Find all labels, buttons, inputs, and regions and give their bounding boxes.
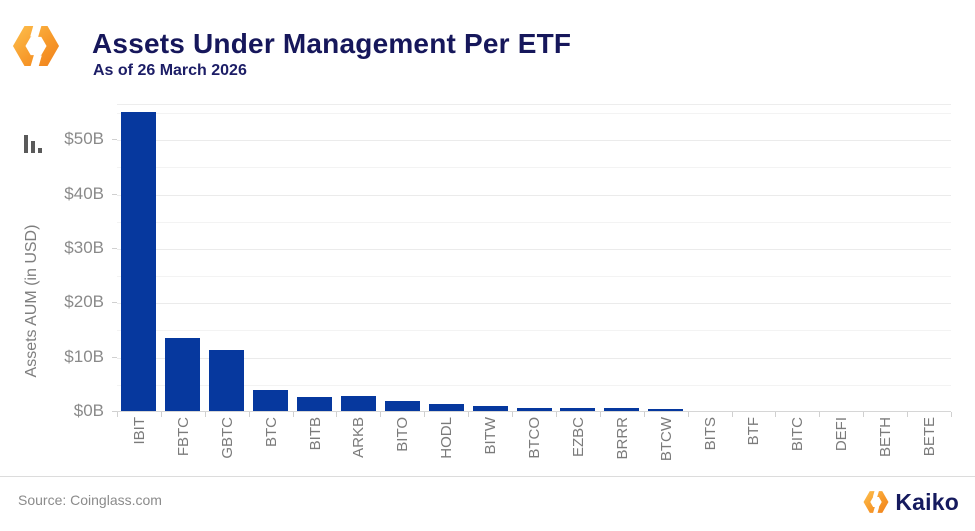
x-tick-label-fbtc: FBTC: [174, 417, 192, 457]
x-tick-label-btc: BTC: [262, 417, 280, 447]
x-tick-mark: [643, 412, 645, 417]
y-tick-label: $10B: [64, 346, 104, 366]
bar-arkb[interactable]: [340, 396, 376, 411]
bar-btcw[interactable]: [648, 409, 684, 411]
x-tick-label-bitb: BITB: [306, 417, 324, 451]
x-tick-label-bits: BITS: [701, 417, 719, 451]
minor-gridline: [117, 330, 951, 332]
x-axis-line: [117, 411, 951, 412]
x-tick-label-ezbc: EZBC: [569, 417, 587, 458]
kaiko-wordmark: Kaiko: [863, 487, 959, 517]
x-tick-label-gbtc: GBTC: [218, 417, 236, 459]
chart-title: Assets Under Management Per ETF: [92, 28, 572, 59]
x-tick-mark: [248, 412, 250, 417]
x-tick-label-defi: DEFI: [833, 417, 851, 452]
bar-bito[interactable]: [384, 401, 420, 411]
kaiko-logo-icon: [12, 22, 60, 70]
y-tick-mark: [112, 193, 117, 195]
x-tick-mark: [819, 412, 821, 417]
x-tick-mark: [863, 412, 865, 417]
y-axis-title: Assets AUM (in USD): [23, 224, 40, 378]
x-tick-mark: [292, 412, 294, 417]
y-tick-label: $40B: [64, 183, 104, 203]
chart-subtitle: As of 26 March 2026: [93, 62, 247, 79]
bar-gbtc[interactable]: [209, 350, 245, 411]
kaiko-logo-icon: [863, 489, 889, 515]
x-tick-mark: [731, 412, 733, 417]
x-tick-mark: [512, 412, 514, 417]
plot-area: [117, 104, 951, 411]
footer-divider: [0, 476, 975, 477]
bar-bitw[interactable]: [472, 406, 508, 411]
bar-btc[interactable]: [253, 390, 289, 411]
x-tick-label-btf: BTF: [745, 417, 763, 446]
y-tick-label: $30B: [64, 237, 104, 257]
x-tick-label-bitw: BITW: [482, 417, 500, 455]
x-tick-mark: [555, 412, 557, 417]
major-gridline: [117, 303, 951, 305]
y-tick-mark: [112, 411, 117, 412]
x-tick-mark: [951, 412, 952, 417]
major-gridline: [117, 248, 951, 250]
x-tick-label-btco: BTCO: [526, 417, 543, 459]
x-tick-mark: [599, 412, 601, 417]
minor-gridline: [117, 276, 951, 278]
y-tick-label: $20B: [64, 292, 104, 312]
x-tick-label-bitc: BITC: [789, 417, 807, 452]
x-tick-label-arkb: ARKB: [350, 417, 368, 458]
descending-bars-icon: [24, 135, 46, 153]
major-gridline: [117, 357, 951, 359]
major-gridline: [117, 140, 951, 142]
x-tick-label-btcw: BTCW: [657, 417, 675, 462]
minor-gridline: [117, 113, 951, 115]
x-tick-mark: [117, 412, 118, 417]
x-tick-mark: [160, 412, 162, 417]
bar-btco[interactable]: [516, 408, 552, 411]
kaiko-brand-text: Kaiko: [895, 488, 959, 515]
bar-ezbc[interactable]: [560, 408, 596, 411]
y-tick-mark: [112, 302, 117, 304]
x-tick-label-brrr: BRRR: [613, 417, 631, 460]
x-tick-mark: [204, 412, 206, 417]
minor-gridline: [117, 221, 951, 223]
y-tick-mark: [112, 247, 117, 249]
header: Assets Under Management Per ETF As of 26…: [0, 0, 975, 100]
x-tick-mark: [468, 412, 470, 417]
x-tick-mark: [775, 412, 777, 417]
minor-gridline: [117, 384, 951, 386]
y-tick-mark: [112, 356, 117, 358]
x-tick-mark: [380, 412, 382, 417]
aum-bar-chart: Assets AUM (in USD) $0B $10B $20B $30B $40B $…: [23, 104, 952, 461]
x-tick-mark: [907, 412, 909, 417]
source-note: Source: Coinglass.com: [18, 492, 162, 508]
x-tick-mark: [424, 412, 426, 417]
minor-gridline: [117, 167, 951, 169]
bar-ibit[interactable]: [121, 112, 157, 411]
major-gridline: [117, 194, 951, 196]
bar-brrr[interactable]: [604, 408, 640, 411]
x-tick-mark: [336, 412, 338, 417]
x-tick-mark: [687, 412, 689, 417]
bar-bitb[interactable]: [297, 397, 333, 411]
x-tick-label-bito: BITO: [394, 417, 412, 452]
x-tick-label-hodl: HODL: [438, 417, 456, 459]
y-tick-mark: [112, 139, 117, 141]
bar-hodl[interactable]: [428, 404, 464, 411]
y-tick-label: $0B: [73, 401, 104, 420]
y-tick-label: $50B: [64, 129, 104, 149]
bar-fbtc[interactable]: [165, 338, 201, 411]
